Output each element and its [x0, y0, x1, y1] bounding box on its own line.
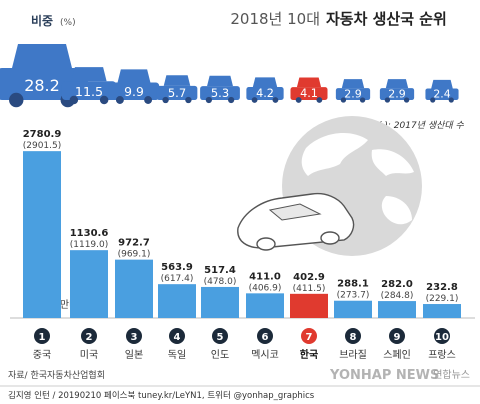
prev-value-label: (406.9) — [249, 283, 282, 293]
value-label: 2780.9 — [23, 129, 62, 140]
share-value-label: 11.5 — [75, 84, 103, 99]
share-badge-10: 2.4 — [425, 79, 459, 103]
share-badge-9: 2.9 — [379, 79, 415, 103]
share-value-label: 2.4 — [433, 87, 450, 100]
car-illustration — [237, 192, 355, 251]
share-value-label: 5.3 — [211, 86, 229, 100]
share-value-label: 2.9 — [344, 87, 361, 100]
rank-badge-1 — [34, 328, 50, 344]
share-badge-7: 4.1 — [290, 77, 328, 103]
category-label: 멕시코 — [251, 349, 279, 361]
share-value-label: 4.2 — [256, 87, 274, 100]
value-label: 288.1 — [337, 279, 369, 290]
prev-value-label: (478.0) — [204, 277, 237, 287]
rank-number: 1 — [39, 332, 46, 343]
bar-7 — [290, 293, 328, 318]
value-label: 282.0 — [381, 279, 413, 290]
source-note: 자료/ 한국자동차산업협회 — [8, 369, 105, 381]
share-value-label: 28.2 — [24, 76, 60, 95]
value-label: 563.9 — [161, 262, 193, 273]
category-label: 프랑스 — [428, 349, 456, 361]
category-label: 한국 — [300, 349, 318, 361]
category-label: 스페인 — [383, 349, 411, 361]
prev-value-label: (273.7) — [337, 291, 370, 301]
category-label: 일본 — [125, 349, 143, 361]
value-label: 972.7 — [118, 238, 150, 249]
rank-badge-5 — [212, 328, 228, 344]
share-badge-5: 5.3 — [200, 75, 240, 104]
bar-4 — [158, 284, 196, 318]
rank-number: 8 — [350, 332, 357, 343]
prev-value-label: (284.8) — [381, 291, 414, 301]
prev-value-label: (617.4) — [161, 274, 194, 284]
share-value-label: 5.7 — [168, 86, 186, 100]
prev-value-label: (411.5) — [293, 284, 326, 294]
rank-number: 2 — [86, 332, 93, 343]
share-value-label: 9.9 — [124, 85, 144, 99]
prev-value-label: (229.1) — [426, 294, 459, 304]
prev-value-label: (2901.5) — [23, 141, 62, 151]
category-label: 독일 — [168, 349, 186, 361]
bar-10 — [423, 304, 461, 318]
bar-3 — [115, 259, 153, 318]
share-badge-4: 5.7 — [156, 75, 198, 104]
bar-9 — [378, 301, 416, 318]
value-label: 517.4 — [204, 265, 236, 276]
bar-6 — [246, 293, 284, 318]
rank-badge-2 — [81, 328, 97, 344]
bar-2 — [70, 250, 108, 318]
bar-8 — [334, 300, 372, 318]
rank-number: 7 — [306, 332, 313, 343]
category-label: 중국 — [33, 349, 51, 361]
credit-line: 김지영 인턴 / 20190210 페이스북 tuney.kr/LeYN1, 트… — [8, 390, 315, 401]
category-label: 브라질 — [339, 349, 367, 361]
bar-5 — [201, 286, 239, 318]
share-badge-6: 4.2 — [246, 77, 284, 103]
rank-badge-3 — [126, 328, 142, 344]
rank-badge-7 — [301, 328, 317, 344]
share-badge-8: 2.9 — [335, 79, 371, 103]
rank-number: 10 — [435, 332, 449, 343]
share-value-label: 4.1 — [300, 87, 318, 100]
share-value-label: 2.9 — [388, 87, 405, 100]
rank-number: 9 — [394, 332, 401, 343]
rank-badge-10 — [434, 328, 450, 344]
category-label: 미국 — [80, 349, 98, 361]
category-label: 인도 — [211, 349, 229, 361]
rank-number: 3 — [131, 332, 138, 343]
prev-value-label: (969.1) — [118, 250, 151, 260]
share-unit: (%) — [60, 18, 76, 28]
watermark: YONHAP NEWS — [329, 368, 439, 383]
bar-1 — [23, 151, 61, 318]
rank-badge-9 — [389, 328, 405, 344]
value-label: 232.8 — [426, 282, 458, 293]
share-badge-3: 9.9 — [108, 69, 160, 104]
value-label: 1130.6 — [70, 228, 109, 239]
value-label: 402.9 — [293, 272, 325, 283]
rank-number: 6 — [262, 332, 269, 343]
rank-badge-4 — [169, 328, 185, 344]
share-badge-2: 11.5 — [61, 67, 117, 105]
value-label: 411.0 — [249, 271, 281, 282]
legend-note: ( ): 2017년 생산대 수 — [378, 120, 465, 131]
prev-value-label: (1119.0) — [70, 240, 109, 250]
rank-badge-8 — [345, 328, 361, 344]
watermark-brand: 연합뉴스 — [433, 369, 470, 381]
rank-number: 5 — [217, 332, 224, 343]
share-label: 비중 — [31, 13, 53, 28]
rank-badge-6 — [257, 328, 273, 344]
chart-title-main: 자동차 생산국 순위 — [326, 10, 447, 28]
chart-title-year: 2018년 10대 — [230, 10, 320, 28]
rank-number: 4 — [174, 332, 181, 343]
